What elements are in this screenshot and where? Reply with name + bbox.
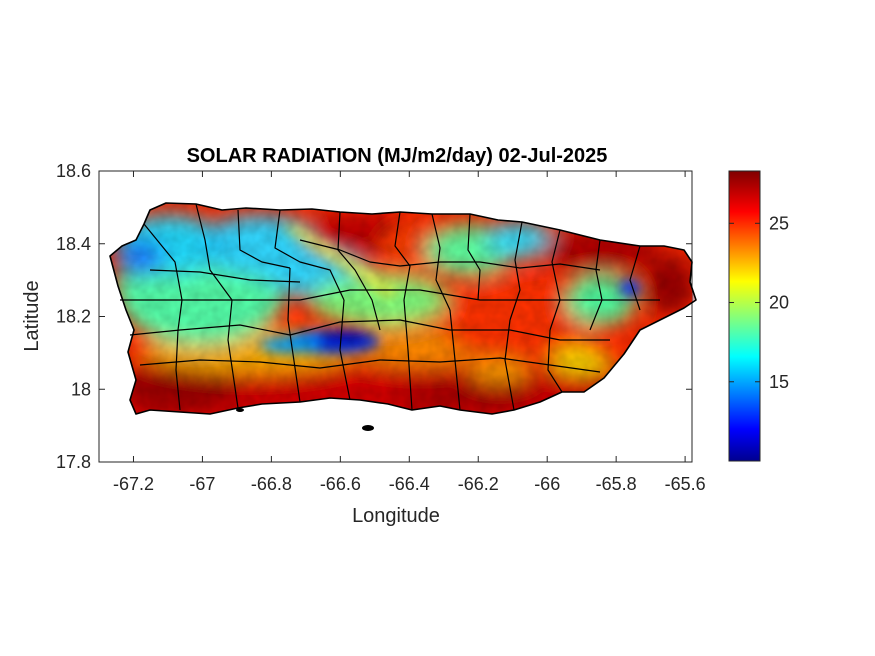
colorbar xyxy=(728,170,761,462)
x-tick-label: -66.2 xyxy=(458,474,499,494)
municipality-borders xyxy=(109,202,697,415)
x-tick-label: -65.8 xyxy=(596,474,637,494)
x-tick-label: -66.6 xyxy=(320,474,361,494)
x-axis: -67.2 -67 -66.8 -66.6 -66.4 -66.2 -66 -65.8 -65.… xyxy=(113,171,706,494)
small-island xyxy=(362,425,374,431)
y-tick-label: 18 xyxy=(71,379,91,399)
x-tick-label: -66.8 xyxy=(251,474,292,494)
small-island xyxy=(236,408,244,412)
x-tick-label: -67 xyxy=(189,474,215,494)
chart-title: SOLAR RADIATION (MJ/m2/day) 02-Jul-2025 xyxy=(187,145,608,167)
colorbar-ticks: 15 20 25 xyxy=(729,213,789,392)
colorbar-tick-label: 20 xyxy=(769,293,789,313)
x-axis-label: Longitude xyxy=(352,505,440,527)
x-tick-label: -65.6 xyxy=(665,474,706,494)
y-tick-label: 18.6 xyxy=(56,161,91,181)
y-tick-label: 18.4 xyxy=(56,234,91,254)
y-tick-label: 17.8 xyxy=(56,452,91,472)
x-tick-label: -66 xyxy=(534,474,560,494)
x-tick-label: -66.4 xyxy=(389,474,430,494)
colorbar-tick-label: 15 xyxy=(769,372,789,392)
x-tick-label: -67.2 xyxy=(113,474,154,494)
y-tick-label: 18.2 xyxy=(56,307,91,327)
colorbar-tick-label: 25 xyxy=(769,213,789,233)
y-axis: 17.8 18 18.2 18.4 18.6 xyxy=(56,161,692,472)
y-axis-label: Latitude xyxy=(21,280,43,351)
